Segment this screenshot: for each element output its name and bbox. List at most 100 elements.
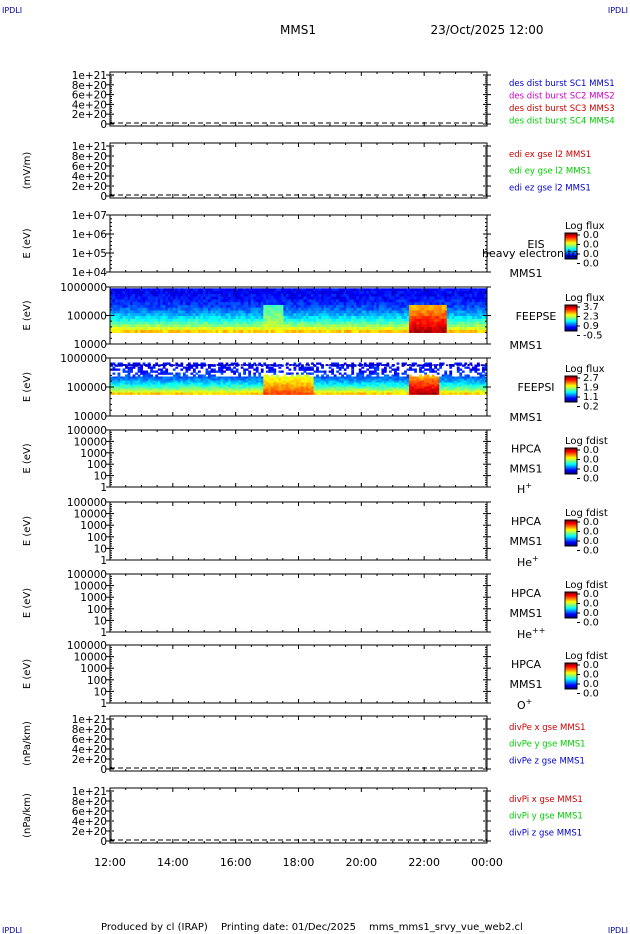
spectrogram-cell	[152, 296, 156, 300]
colorbar-swatch	[565, 254, 577, 256]
spectrogram-cell	[326, 310, 329, 314]
spectrogram-cell	[152, 366, 156, 369]
spectrogram-cell	[406, 384, 410, 387]
spectrogram-cell	[172, 304, 176, 309]
spectrogram-cell	[306, 368, 309, 371]
spectrogram-cell	[283, 374, 287, 377]
spectrogram-cell	[127, 307, 131, 311]
spectrogram-cell	[195, 386, 199, 389]
spectrogram-cell	[238, 329, 241, 333]
spectrogram-cell	[192, 382, 196, 385]
spectrogram-cell	[378, 380, 382, 383]
spectrogram-cell	[399, 388, 402, 391]
spectrogram-cell	[165, 390, 169, 393]
spectrogram-cell	[235, 313, 239, 317]
spectrogram-cell	[469, 318, 473, 322]
spectrogram-cell	[331, 313, 334, 317]
spectrogram-cell	[182, 366, 186, 369]
spectrogram-cell	[386, 310, 390, 314]
spectrogram-cell	[481, 370, 485, 373]
spectrogram-cell	[223, 296, 226, 300]
spectrogram-cell	[220, 388, 224, 391]
spectrogram-cell	[414, 304, 417, 309]
spectrogram-cell	[180, 362, 184, 365]
spectrogram-cell	[182, 380, 186, 383]
spectrogram-cell	[348, 291, 352, 295]
spectrogram-speckle	[213, 364, 216, 366]
spectrogram-cell	[406, 321, 410, 325]
spectrogram-cell	[471, 313, 475, 317]
spectrogram-cell	[260, 302, 264, 306]
spectrogram-cell	[333, 321, 337, 325]
spectrogram-cell	[190, 293, 194, 297]
spectrogram-cell	[210, 327, 214, 331]
spectrogram-cell	[336, 388, 340, 391]
spectrogram-cell	[421, 293, 425, 297]
spectrogram-cell	[177, 318, 181, 322]
spectrogram-cell	[165, 386, 169, 389]
spectrogram-cell	[391, 380, 395, 383]
spectrogram-cell	[210, 324, 214, 328]
spectrogram-cell	[275, 324, 279, 328]
spectrogram-cell	[253, 299, 257, 303]
spectrogram-cell	[122, 299, 126, 303]
spectrogram-cell	[120, 293, 123, 297]
spectrogram-cell	[404, 313, 407, 317]
spectrogram-cell	[253, 293, 257, 297]
spectrogram-cell	[147, 392, 151, 395]
spectrogram-cell	[220, 327, 224, 331]
spectrogram-speckle	[307, 364, 310, 366]
spectrogram-cell	[303, 316, 307, 320]
spectrogram-cell	[411, 378, 415, 381]
spectrogram-cell	[187, 296, 191, 300]
spectrogram-cell	[388, 291, 392, 295]
spectrogram-cell	[185, 388, 189, 391]
spectrogram-cell	[120, 288, 123, 292]
spectrogram-cell	[197, 321, 201, 325]
spectrogram-cell	[409, 304, 412, 309]
spectrogram-cell	[396, 368, 400, 371]
spectrogram-cell	[195, 378, 199, 381]
spectrogram-speckle	[420, 364, 423, 367]
spectrogram-cell	[373, 370, 377, 373]
spectrogram-cell	[414, 370, 417, 373]
spectrogram-cell	[167, 378, 171, 381]
spectrogram-cell	[469, 304, 473, 309]
spectrogram-cell	[270, 374, 274, 377]
spectrogram-cell	[165, 324, 169, 328]
spectrogram-cell	[243, 293, 247, 297]
spectrogram-cell	[263, 362, 267, 365]
spectrogram-cell	[175, 307, 179, 311]
spectrogram-cell	[293, 313, 297, 317]
spectrogram-cell	[250, 318, 254, 322]
spectrogram-cell	[421, 366, 425, 369]
spectrogram-cell	[476, 293, 480, 297]
spacecraft-label: MMS1	[510, 339, 543, 352]
spectrogram-cell	[406, 293, 410, 297]
spectrogram-cell	[414, 386, 417, 389]
y-tick-label: 6e+20	[72, 161, 107, 173]
spectrogram-cell	[265, 366, 269, 369]
spectrogram-speckle	[133, 364, 136, 366]
spectrogram-cell	[429, 376, 433, 379]
spectrogram-cell	[145, 307, 148, 311]
spectrogram-speckle	[187, 364, 190, 366]
spectrogram-cell	[202, 392, 206, 395]
spectrogram-cell	[202, 327, 206, 331]
spectrogram-cell	[192, 392, 196, 395]
spectrogram-cell	[278, 386, 282, 389]
spectrogram-cell	[258, 304, 262, 309]
spectrogram-speckle	[372, 364, 375, 366]
spectrogram-cell	[411, 329, 415, 333]
spectrogram-cell	[376, 288, 380, 292]
spectrogram-cell	[371, 390, 375, 393]
spectrogram-cell	[401, 392, 405, 395]
spectrogram-cell	[459, 324, 463, 328]
spectrogram-cell	[182, 329, 186, 333]
spectrogram-cell	[436, 378, 440, 381]
spectrogram-cell	[228, 327, 231, 331]
spectrogram-cell	[235, 376, 239, 379]
spectrogram-cell	[481, 368, 485, 371]
spectrogram-cell	[386, 293, 390, 297]
spectrogram-cell	[411, 304, 415, 309]
